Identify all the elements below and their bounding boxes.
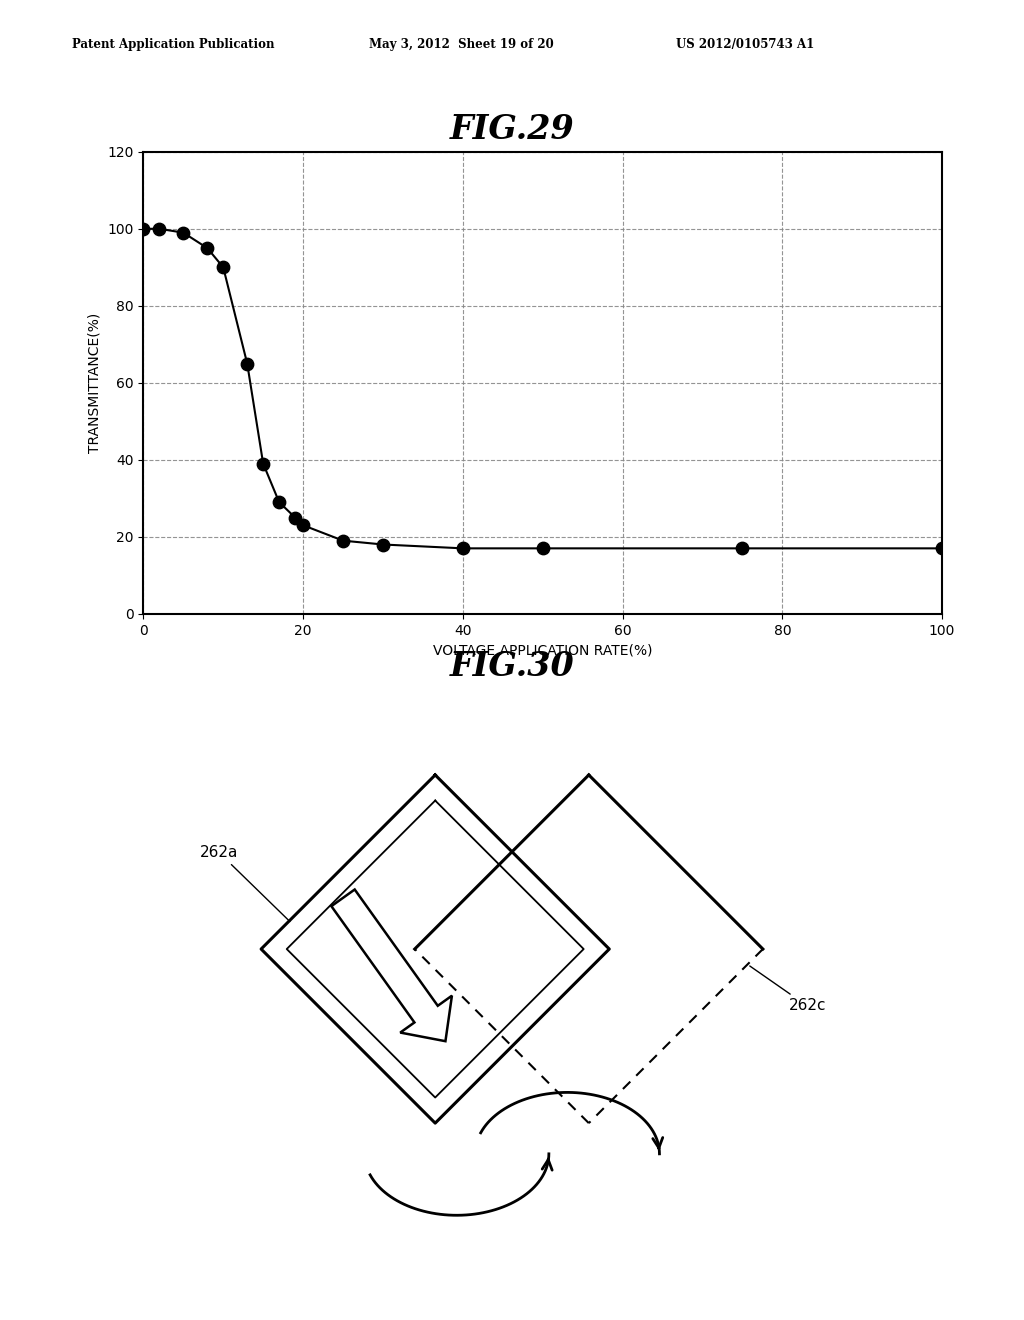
Point: [287, 507, 303, 528]
Point: [239, 352, 255, 374]
X-axis label: VOLTAGE APPLICATION RATE(%): VOLTAGE APPLICATION RATE(%): [433, 643, 652, 657]
Polygon shape: [332, 890, 452, 1041]
Point: [375, 533, 391, 554]
Text: Patent Application Publication: Patent Application Publication: [72, 37, 274, 50]
Point: [455, 537, 471, 558]
Text: FIG.30: FIG.30: [450, 649, 574, 682]
Point: [199, 238, 215, 259]
Point: [734, 537, 751, 558]
Point: [271, 491, 288, 512]
Point: [175, 222, 191, 243]
Text: 262a: 262a: [200, 845, 290, 921]
Text: May 3, 2012  Sheet 19 of 20: May 3, 2012 Sheet 19 of 20: [369, 37, 553, 50]
Text: FIG.29: FIG.29: [450, 112, 574, 145]
Text: 262c: 262c: [750, 966, 826, 1014]
Point: [215, 256, 231, 279]
Point: [255, 453, 271, 474]
Point: [535, 537, 551, 558]
Point: [335, 531, 351, 552]
Point: [295, 515, 311, 536]
Y-axis label: TRANSMITTANCE(%): TRANSMITTANCE(%): [88, 313, 101, 453]
Point: [135, 218, 152, 239]
Point: [152, 218, 168, 239]
Text: US 2012/0105743 A1: US 2012/0105743 A1: [676, 37, 814, 50]
Point: [934, 537, 950, 558]
